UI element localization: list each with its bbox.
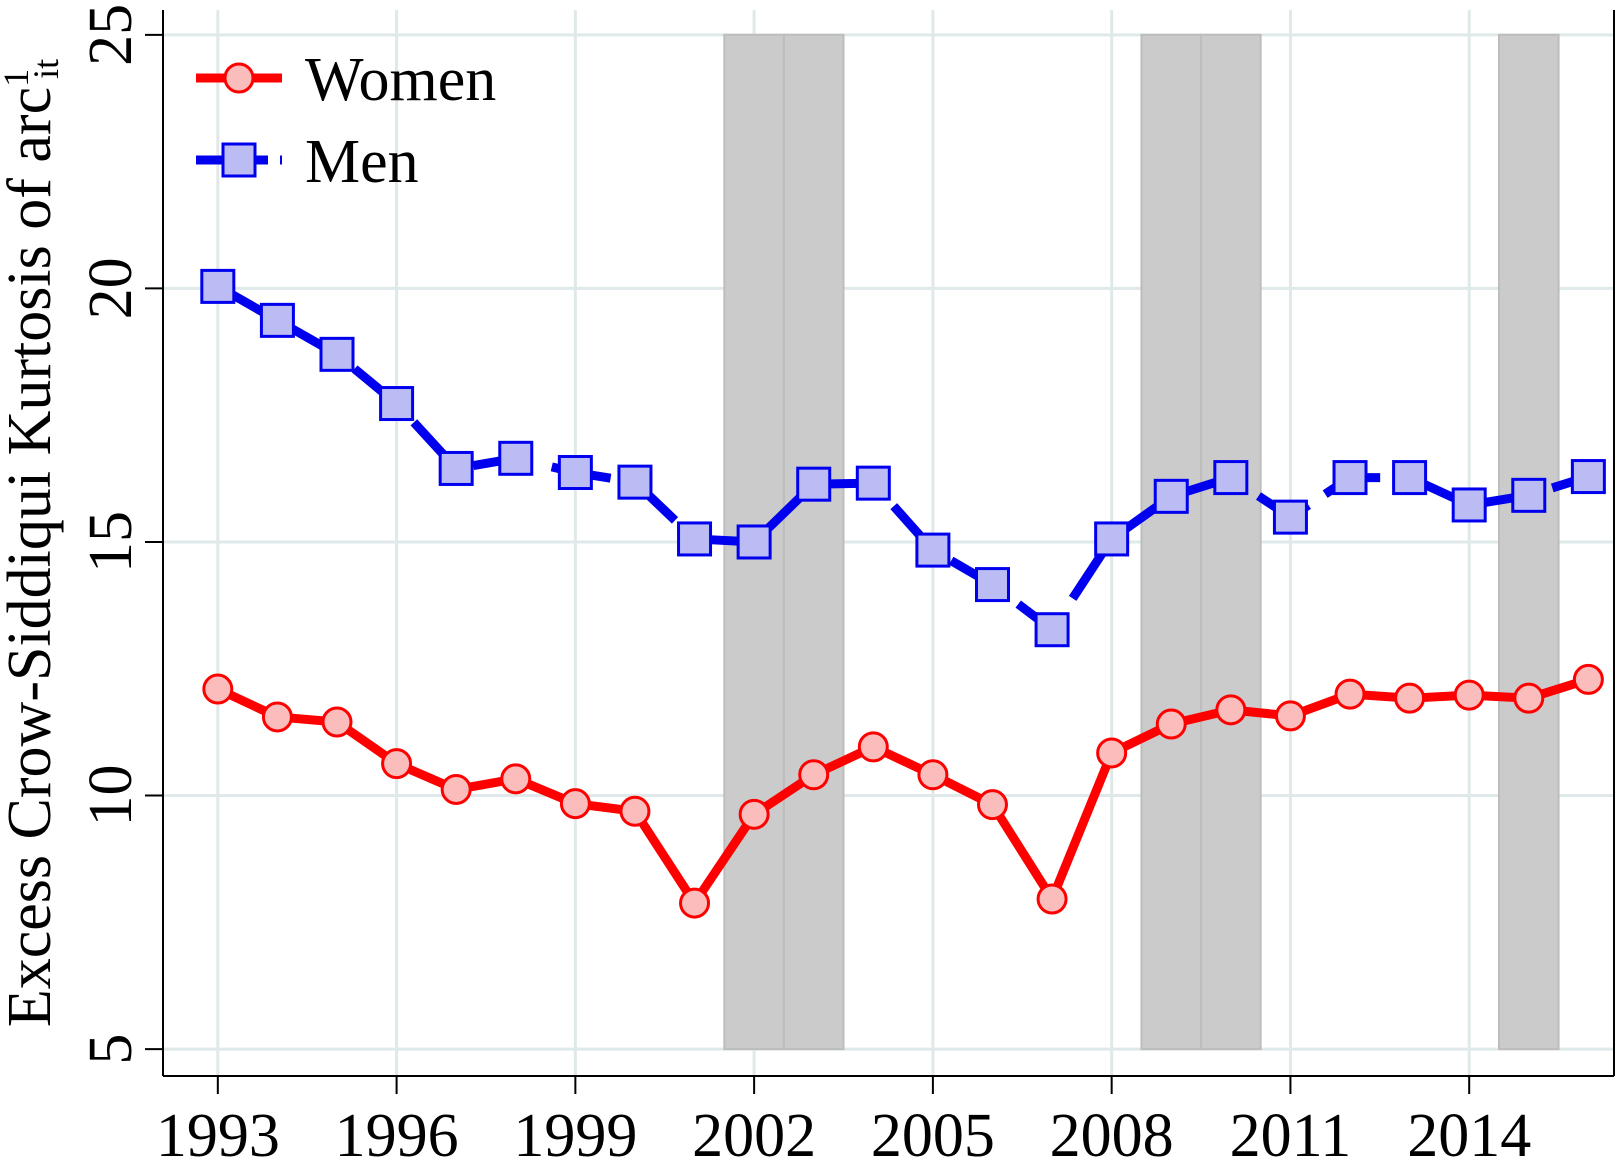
marker: [738, 798, 770, 830]
marker: [1213, 460, 1249, 496]
x-tick-label: 2011: [1230, 1102, 1352, 1167]
x-tick-label: 2008: [1050, 1102, 1174, 1167]
marker: [857, 731, 889, 763]
marker: [1570, 459, 1606, 495]
marker: [1096, 737, 1128, 769]
marker: [976, 789, 1008, 821]
marker: [202, 673, 234, 705]
series-line: [215, 282, 1590, 635]
shaded-region: [782, 33, 845, 1051]
y-label-sup: 1: [0, 69, 36, 87]
marker: [440, 773, 472, 805]
marker: [679, 887, 711, 919]
shaded-region: [1497, 33, 1560, 1051]
marker: [321, 706, 353, 738]
marker: [1272, 499, 1308, 535]
series-line: [215, 675, 1590, 908]
legend-label: Men: [305, 128, 419, 196]
marker: [1511, 477, 1547, 513]
y-label-sub: it: [26, 59, 66, 79]
y-tick-label: 20: [77, 257, 145, 319]
marker: [855, 465, 891, 501]
marker: [917, 759, 949, 791]
marker: [1572, 663, 1604, 695]
marker: [381, 748, 413, 780]
x-tick-label: 1993: [156, 1102, 280, 1167]
marker: [1215, 694, 1247, 726]
x-tick-label: 2014: [1407, 1102, 1531, 1167]
marker: [1334, 678, 1366, 710]
marker: [200, 268, 236, 304]
marker: [261, 701, 293, 733]
marker: [500, 763, 532, 795]
marker: [438, 450, 474, 486]
marker: [1453, 679, 1485, 711]
marker: [617, 464, 653, 500]
marker: [498, 440, 534, 476]
marker: [1394, 682, 1426, 714]
marker: [1332, 460, 1368, 496]
marker: [319, 336, 355, 372]
marker: [915, 532, 951, 568]
y-label-text: Excess Crow-Siddiqui Kurtosis of arc: [0, 87, 64, 1027]
y-tick-label: 15: [77, 511, 145, 573]
y-tick-label: 25: [77, 4, 145, 66]
marker: [1392, 460, 1428, 496]
marker: [557, 455, 593, 491]
marker: [736, 524, 772, 560]
x-tick-label: 1999: [513, 1102, 637, 1167]
marker: [796, 466, 832, 502]
marker: [1274, 700, 1306, 732]
marker: [379, 386, 415, 422]
marker: [798, 759, 830, 791]
marker: [221, 142, 257, 178]
marker: [1036, 883, 1068, 915]
marker: [974, 567, 1010, 603]
marker: [677, 521, 713, 557]
y-tick-label: 10: [77, 765, 145, 827]
marker: [619, 795, 651, 827]
marker: [223, 62, 255, 94]
marker: [1034, 612, 1070, 648]
x-tick-label: 1996: [335, 1102, 459, 1167]
marker: [259, 302, 295, 338]
marker: [1153, 478, 1189, 514]
marker: [1513, 682, 1545, 714]
legend: Women Men: [196, 46, 496, 196]
y-axis-label: Excess Crow-Siddiqui Kurtosis of arc1it: [0, 59, 66, 1027]
legend-label: Women: [305, 46, 496, 114]
x-tick-label: 2005: [871, 1102, 995, 1167]
marker: [1155, 708, 1187, 740]
x-tick-label: 2002: [692, 1102, 816, 1167]
marker: [1094, 521, 1130, 557]
shaded-region: [1200, 33, 1262, 1051]
marker: [1451, 487, 1487, 523]
shaded-region: [1140, 33, 1203, 1051]
marker: [559, 788, 591, 820]
y-tick-label: 5: [77, 1034, 145, 1065]
